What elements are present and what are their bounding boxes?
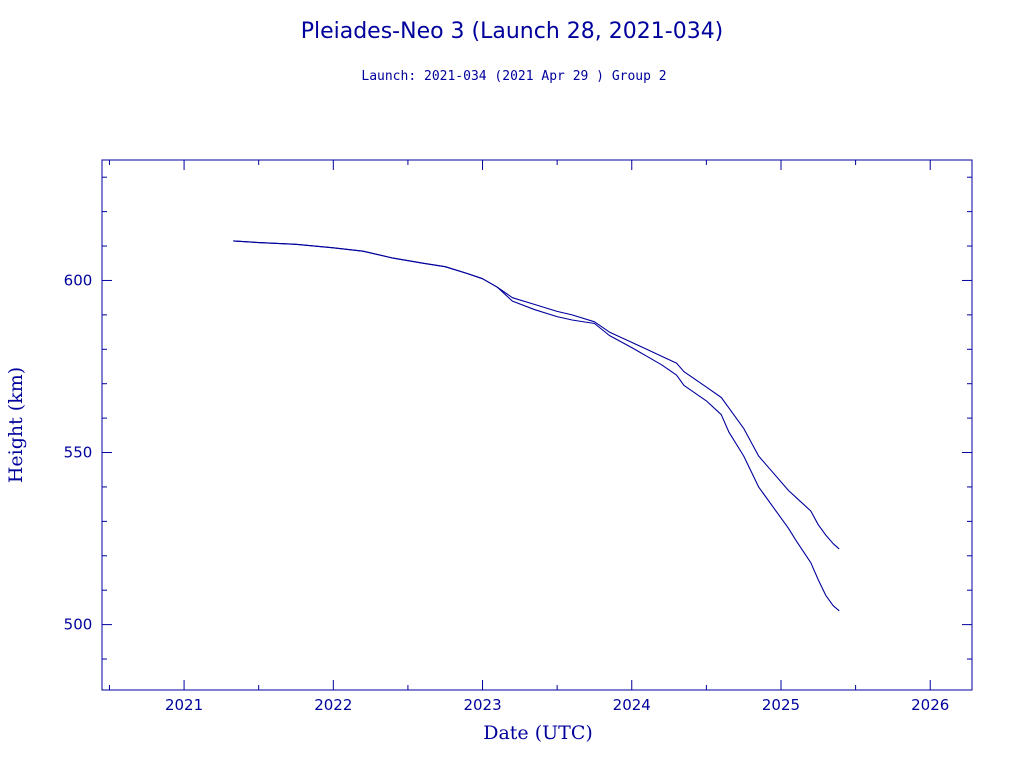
x-tick-label: 2021 bbox=[165, 696, 203, 714]
y-axis-ticks: 500 550 600 bbox=[64, 271, 93, 633]
x-tick-label: 2026 bbox=[911, 696, 949, 714]
plot-frame bbox=[101, 159, 973, 691]
y-tick-label: 600 bbox=[64, 271, 93, 289]
y-tick-label: 500 bbox=[64, 616, 93, 634]
x-tick-label: 2024 bbox=[613, 696, 651, 714]
chart-subtitle: Launch: 2021-034 (2021 Apr 29 ) Group 2 bbox=[361, 69, 666, 84]
x-tick-label: 2025 bbox=[762, 696, 800, 714]
series-line-1 bbox=[233, 240, 840, 550]
plot-border bbox=[101, 159, 973, 691]
series-line-2 bbox=[233, 240, 840, 612]
y-tick-label: 550 bbox=[64, 444, 93, 462]
y-axis-label: Height (km) bbox=[5, 367, 27, 483]
x-axis-ticks: 2021 2022 2023 2024 2025 2026 bbox=[165, 696, 949, 714]
x-axis-label: Date (UTC) bbox=[483, 722, 593, 744]
series-lines bbox=[233, 240, 840, 612]
x-tick-label: 2023 bbox=[463, 696, 501, 714]
minor-ticks bbox=[102, 160, 972, 690]
chart-title: Pleiades-Neo 3 (Launch 28, 2021-034) bbox=[301, 19, 724, 44]
x-tick-label: 2022 bbox=[314, 696, 352, 714]
